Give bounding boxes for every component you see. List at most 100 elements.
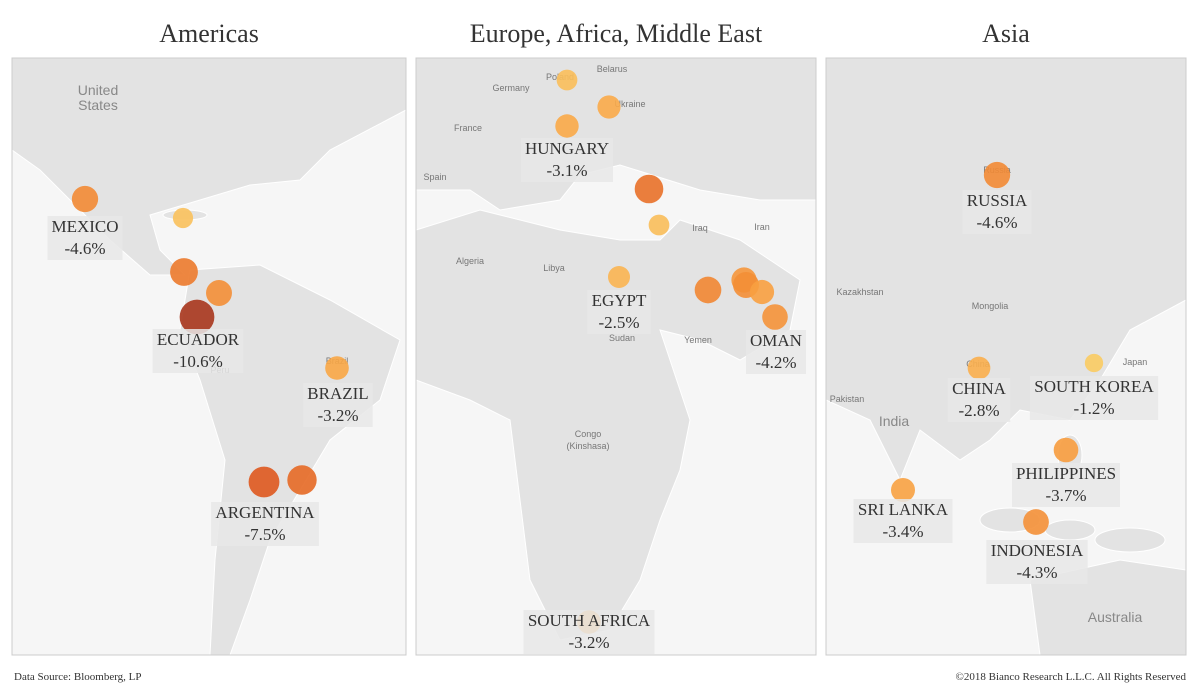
label-box xyxy=(587,290,651,334)
bubble xyxy=(287,465,317,495)
label-box xyxy=(947,378,1011,422)
bubble xyxy=(248,466,280,498)
geo-label: States xyxy=(78,97,118,113)
country-value: -3.2% xyxy=(568,633,609,652)
label-box xyxy=(47,216,123,260)
geo-label: Australia xyxy=(1088,609,1143,625)
country-value: -3.4% xyxy=(882,522,923,541)
country-name: EGYPT xyxy=(592,291,647,310)
map-asia xyxy=(826,58,1186,655)
label-box xyxy=(962,190,1032,234)
bubble xyxy=(762,304,788,330)
bubble xyxy=(1053,437,1079,463)
country-name: RUSSIA xyxy=(967,191,1028,210)
country-label: ECUADOR -10.6% xyxy=(152,329,244,373)
geo-label: Germany xyxy=(492,83,530,93)
label-box xyxy=(1011,463,1121,507)
geo-label: France xyxy=(454,123,482,133)
country-label: SOUTH AFRICA -3.2% xyxy=(523,610,655,654)
country-value: -4.6% xyxy=(64,239,105,258)
country-name: SOUTH AFRICA xyxy=(528,611,651,630)
country-name: HUNGARY xyxy=(525,139,609,158)
copyright: ©2018 Bianco Research L.L.C. All Rights … xyxy=(956,671,1187,683)
country-value: -4.3% xyxy=(1016,563,1057,582)
country-value: -3.2% xyxy=(317,406,358,425)
geo-label: (Kinshasa) xyxy=(566,441,609,451)
country-value: -4.6% xyxy=(976,213,1017,232)
country-value: -7.5% xyxy=(244,525,285,544)
country-label: BRAZIL -3.2% xyxy=(303,383,373,427)
geo-label: Iraq xyxy=(692,223,708,233)
panel-title: Asia xyxy=(982,19,1030,48)
geo-label: Yemen xyxy=(684,335,712,345)
geo-label: Belarus xyxy=(597,64,628,74)
country-name: BRAZIL xyxy=(307,384,368,403)
label-box xyxy=(152,329,244,373)
country-label: INDONESIA -4.3% xyxy=(986,540,1088,584)
bubble xyxy=(694,276,722,304)
country-label: HUNGARY -3.1% xyxy=(520,138,614,182)
country-name: MEXICO xyxy=(51,217,118,236)
geo-label: India xyxy=(879,413,910,429)
bubble xyxy=(607,265,631,289)
bubble xyxy=(967,356,991,380)
country-label: ARGENTINA -7.5% xyxy=(211,502,319,546)
country-label: EGYPT -2.5% xyxy=(587,290,651,334)
source: Data Source: Bloomberg, LP xyxy=(14,671,142,683)
geo-label: Pakistan xyxy=(830,394,865,404)
bubble xyxy=(325,356,349,380)
label-box xyxy=(303,383,373,427)
bubble xyxy=(556,69,578,91)
country-value: -3.7% xyxy=(1045,486,1086,505)
bubble xyxy=(172,207,194,229)
country-label: SRI LANKA -3.4% xyxy=(853,499,953,543)
label-box xyxy=(746,330,806,374)
country-label: OMAN -4.2% xyxy=(746,330,806,374)
bubble xyxy=(648,214,670,236)
bubble xyxy=(1023,509,1049,535)
country-label: SOUTH KOREA -1.2% xyxy=(1029,376,1159,420)
country-name: ECUADOR xyxy=(157,330,240,349)
bubble xyxy=(983,161,1011,189)
country-label: CHINA -2.8% xyxy=(947,378,1011,422)
geo-label: Sudan xyxy=(609,333,635,343)
geo-label: Japan xyxy=(1123,357,1148,367)
bubble xyxy=(749,279,775,305)
geo-label: Congo xyxy=(575,429,602,439)
label-box xyxy=(211,502,319,546)
label-box xyxy=(520,138,614,182)
country-name: SOUTH KOREA xyxy=(1034,377,1154,396)
panel-title: Europe, Africa, Middle East xyxy=(470,19,763,48)
country-value: -1.2% xyxy=(1073,399,1114,418)
geo-label: United xyxy=(78,82,118,98)
geo-label: Mongolia xyxy=(972,301,1009,311)
country-name: PHILIPPINES xyxy=(1016,464,1116,483)
geo-label: Algeria xyxy=(456,256,484,266)
country-label: PHILIPPINES -3.7% xyxy=(1011,463,1121,507)
country-name: INDONESIA xyxy=(991,541,1084,560)
bubble xyxy=(170,258,198,286)
bubble xyxy=(555,114,579,138)
country-value: -4.2% xyxy=(755,353,796,372)
bubble xyxy=(179,299,215,335)
geo-label: Libya xyxy=(543,263,565,273)
country-value: -10.6% xyxy=(173,352,223,371)
country-value: -2.5% xyxy=(598,313,639,332)
panel-title: Americas xyxy=(159,19,259,48)
geo-label: Kazakhstan xyxy=(836,287,883,297)
bubble xyxy=(71,185,99,213)
geo-label: Spain xyxy=(423,172,446,182)
geo-label: Iran xyxy=(754,222,770,232)
bubble xyxy=(890,477,916,503)
label-box xyxy=(986,540,1088,584)
bubble xyxy=(597,95,621,119)
label-box xyxy=(1029,376,1159,420)
bubble xyxy=(634,174,664,204)
geo-label: Ukraine xyxy=(614,99,645,109)
country-name: SRI LANKA xyxy=(858,500,949,519)
country-label: MEXICO -4.6% xyxy=(47,216,123,260)
label-box xyxy=(853,499,953,543)
country-name: CHINA xyxy=(952,379,1007,398)
country-value: -3.1% xyxy=(546,161,587,180)
